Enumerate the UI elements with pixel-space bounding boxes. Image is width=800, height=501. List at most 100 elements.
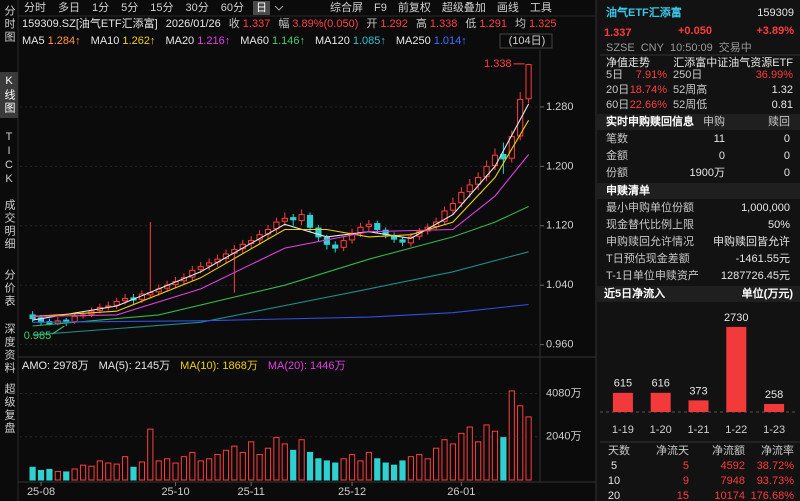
table-cell: 93.73% <box>757 475 795 487</box>
x-tick-label: 1-23 <box>763 424 785 436</box>
candle-body <box>113 301 120 306</box>
row-label: 金额 <box>606 148 628 162</box>
row-value: 36.99% <box>756 69 794 81</box>
row-value: 0 <box>784 167 790 179</box>
period-tab[interactable]: 60分 <box>221 1 244 14</box>
period-tab[interactable]: 分时 <box>24 1 46 14</box>
volume-bar <box>222 449 230 481</box>
ma-legend-value: 1.216↑ <box>197 35 230 47</box>
volume-bar <box>79 464 87 481</box>
tool-button[interactable]: 前复权 <box>398 0 431 14</box>
section-title: 净值走势 <box>606 55 650 69</box>
sidebar-tab[interactable]: 成交明细 <box>3 199 15 251</box>
row-label: 申购赎回允许情况 <box>606 234 694 248</box>
x-tick-label: 1-22 <box>725 424 747 436</box>
field-label: 均 <box>515 17 526 30</box>
volume-bar <box>424 458 431 481</box>
tool-button[interactable]: 工具 <box>530 1 552 14</box>
field-label: 低 <box>465 17 476 30</box>
tool-button[interactable]: F9 <box>374 2 387 14</box>
period-tab[interactable]: 日 <box>256 2 267 14</box>
tool-button[interactable]: 超级叠加 <box>442 0 486 14</box>
ma-line <box>32 120 530 317</box>
volume-bar <box>399 460 406 481</box>
fund-name: 油气ETF汇添富 <box>606 5 682 19</box>
period-label[interactable]: (104日) <box>509 35 546 47</box>
ma-legend-value: 1.014↑ <box>434 35 467 47</box>
volume-bar <box>206 458 213 481</box>
volume-bar <box>172 462 179 481</box>
volume-bar <box>155 460 162 481</box>
volume-bar <box>113 463 120 481</box>
row-value: 0 <box>784 133 790 145</box>
sidebar-tab[interactable]: 深度资料 <box>3 323 15 375</box>
period-tab[interactable]: 30分 <box>186 1 209 14</box>
row-value: 1287726.45元 <box>721 270 790 282</box>
field-value: 1.338 <box>430 18 458 30</box>
row-value: 18.74% <box>630 84 668 96</box>
dropdown-icon[interactable] <box>274 5 284 11</box>
candle-body <box>306 214 314 228</box>
period-tab[interactable]: 多日 <box>58 0 80 14</box>
table-cell: 10174 <box>714 490 745 501</box>
table-cell: 5 <box>611 460 617 472</box>
sidebar-tab[interactable]: TICK <box>3 131 15 187</box>
row-value: 50% <box>768 219 790 231</box>
period-tab[interactable]: 5分 <box>121 1 138 14</box>
volume-bar <box>256 454 263 481</box>
ma-legend-name: MA5 <box>22 35 45 47</box>
volume-bar <box>340 458 347 481</box>
annotation-label: 1.338 <box>484 58 512 70</box>
side-panel-bg <box>596 0 800 501</box>
candle-body <box>206 262 213 267</box>
status: 交易中 <box>719 40 752 54</box>
ma-line <box>32 206 529 327</box>
volume-bar <box>138 461 145 481</box>
x-tick-label: 25-12 <box>338 486 366 498</box>
candle-body <box>348 232 356 241</box>
section-header-bg <box>597 183 800 199</box>
volume-bar <box>517 405 524 481</box>
volume-bar <box>348 454 356 481</box>
price-change: +0.050 <box>678 25 712 37</box>
tool-button[interactable]: 画线 <box>497 0 519 14</box>
ma-legend-name: MA250 <box>396 35 431 47</box>
field-value: 1.337 <box>243 18 271 30</box>
sidebar-tab[interactable]: 分时图 <box>3 5 15 44</box>
row-value: 申购赎回皆允许 <box>713 234 790 248</box>
candle-body <box>441 210 448 222</box>
volume-legend: MA(10): 1868万 <box>180 360 258 372</box>
candle-body <box>466 184 473 193</box>
table-cell: 15 <box>677 490 689 501</box>
sidebar-tab[interactable]: K线图 <box>0 72 18 118</box>
ma-line <box>32 303 529 323</box>
volume-bar <box>332 462 339 481</box>
period-box[interactable] <box>499 33 553 49</box>
period-tab[interactable]: 15分 <box>150 1 173 14</box>
row-label: 52周高 <box>673 82 707 96</box>
row-label: 笔数 <box>606 131 628 145</box>
row-value: 1,000,000 <box>741 202 790 214</box>
period-tab[interactable]: 1分 <box>92 1 109 14</box>
candle-body <box>290 217 297 221</box>
fund-code: 159309 <box>757 7 794 19</box>
table-cell: 10 <box>608 475 620 487</box>
tool-button[interactable]: 综合屏 <box>330 0 363 14</box>
volume-bar <box>298 439 305 481</box>
x-tick-label: 1-20 <box>650 424 672 436</box>
sidebar-tab[interactable]: 超级复盘 <box>3 383 15 435</box>
candle-body <box>281 217 288 222</box>
column-header: 赎回 <box>768 114 790 128</box>
ma-legend-name: MA20 <box>165 35 194 47</box>
bar <box>650 392 671 412</box>
row-label: T日预估现金差额 <box>606 251 690 265</box>
row-value: 0 <box>784 150 790 162</box>
candle-body <box>332 244 339 249</box>
volume-bar <box>525 416 532 481</box>
sidebar-tab[interactable]: 分价表 <box>3 269 15 308</box>
volume-bar <box>357 460 364 481</box>
ma-legend-value: 1.284↑ <box>48 35 81 47</box>
bar <box>726 326 747 412</box>
row-value: 1.32 <box>772 84 793 96</box>
